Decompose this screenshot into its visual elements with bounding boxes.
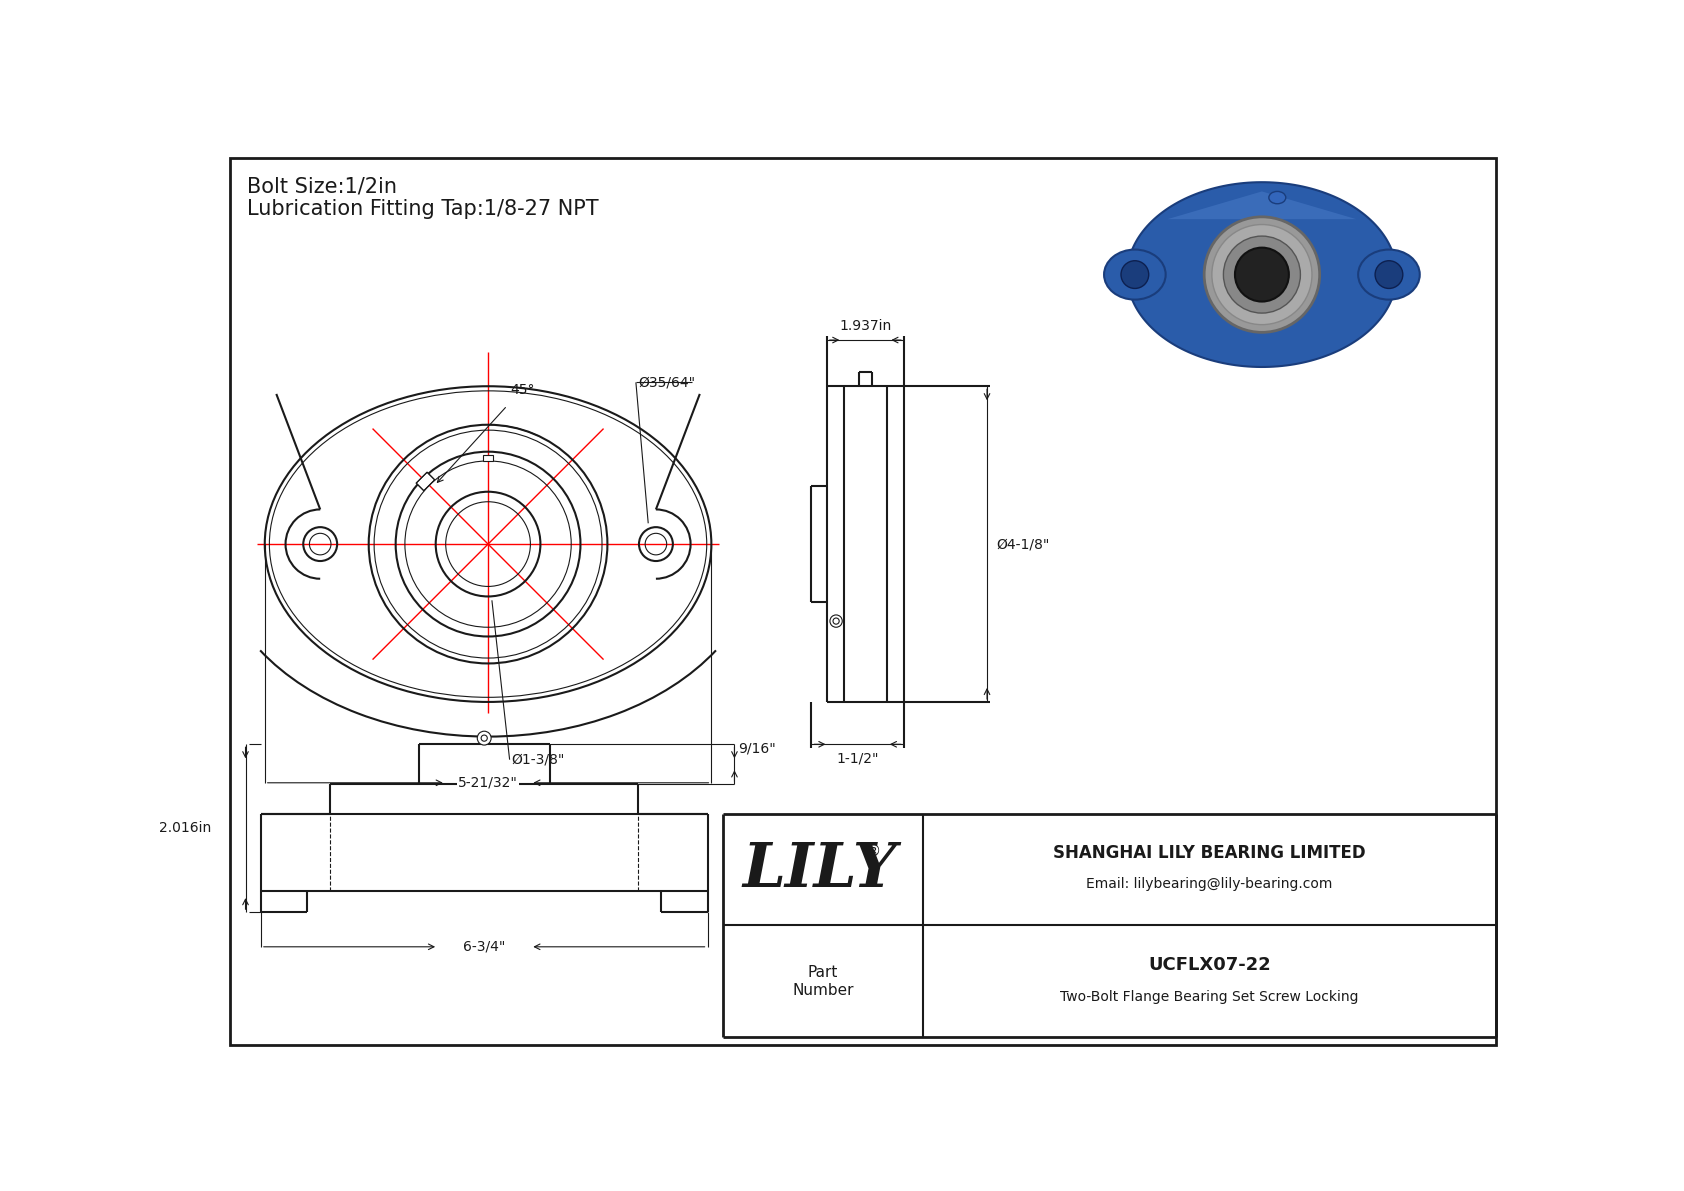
Text: ®: ® <box>866 843 881 859</box>
Circle shape <box>1223 236 1300 313</box>
Text: Ø1-3/8": Ø1-3/8" <box>512 753 564 767</box>
Text: 1.937in: 1.937in <box>839 319 891 333</box>
Text: 9/16": 9/16" <box>738 742 776 756</box>
Circle shape <box>482 735 487 741</box>
Polygon shape <box>1127 182 1396 367</box>
Circle shape <box>830 615 842 628</box>
Polygon shape <box>416 472 434 491</box>
Circle shape <box>1212 225 1312 325</box>
Bar <box>483 455 493 461</box>
Text: SHANGHAI LILY BEARING LIMITED: SHANGHAI LILY BEARING LIMITED <box>1052 844 1366 862</box>
Text: Lubrication Fitting Tap:1/8-27 NPT: Lubrication Fitting Tap:1/8-27 NPT <box>248 199 600 219</box>
Circle shape <box>1376 261 1403 288</box>
Text: 2.016in: 2.016in <box>158 822 210 835</box>
Text: Ø35/64": Ø35/64" <box>638 375 695 389</box>
Circle shape <box>477 731 492 746</box>
Text: Ø4-1/8": Ø4-1/8" <box>997 537 1049 551</box>
Ellipse shape <box>1268 192 1287 204</box>
Text: 1-1/2": 1-1/2" <box>837 752 879 765</box>
Circle shape <box>1234 248 1288 301</box>
Text: Bolt Size:1/2in: Bolt Size:1/2in <box>248 176 397 197</box>
Text: Part
Number: Part Number <box>791 965 854 998</box>
Text: 6-3/4": 6-3/4" <box>463 940 505 954</box>
Text: 5-21/32": 5-21/32" <box>458 775 519 790</box>
Text: 45°: 45° <box>510 384 536 397</box>
Ellipse shape <box>1359 250 1420 300</box>
Circle shape <box>834 618 839 624</box>
Circle shape <box>1204 217 1320 332</box>
Text: Two-Bolt Flange Bearing Set Screw Locking: Two-Bolt Flange Bearing Set Screw Lockin… <box>1061 990 1359 1004</box>
Text: UCFLX07-22: UCFLX07-22 <box>1148 955 1271 973</box>
Circle shape <box>1122 261 1148 288</box>
Ellipse shape <box>1105 250 1165 300</box>
Polygon shape <box>1167 192 1356 219</box>
Text: Email: lilybearing@lily-bearing.com: Email: lilybearing@lily-bearing.com <box>1086 877 1332 891</box>
Text: LILY: LILY <box>743 840 896 899</box>
